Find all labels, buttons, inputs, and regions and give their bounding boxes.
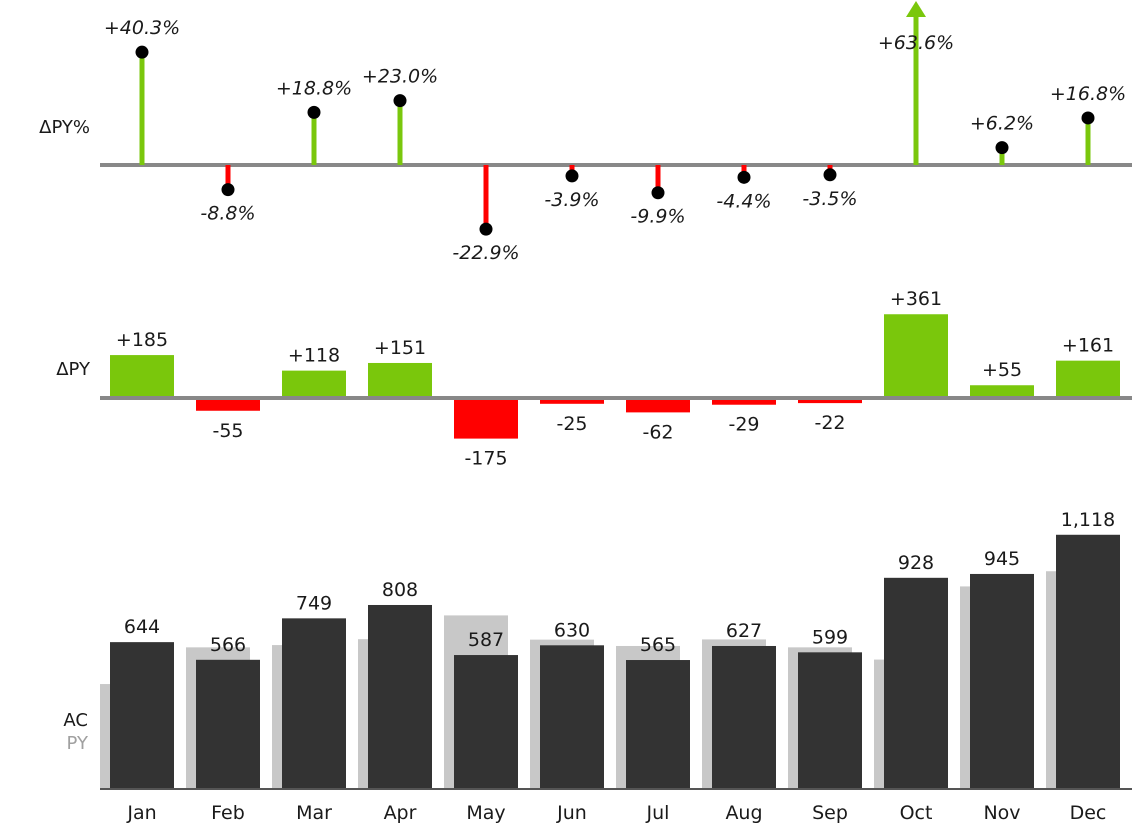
month-label-dec: Dec xyxy=(1070,802,1107,824)
delta-label-dec: +161 xyxy=(1062,335,1114,357)
delta-label-may: -175 xyxy=(464,448,507,470)
ac-bar-apr xyxy=(368,604,432,788)
delta-bar-aug xyxy=(712,398,776,405)
delta-bar-jul xyxy=(626,398,690,413)
pct-label-dec: +16.8% xyxy=(1050,83,1126,105)
ac-series-label: AC xyxy=(63,710,88,731)
pct-marker-mar xyxy=(307,105,321,119)
month-label-oct: Oct xyxy=(900,802,933,824)
delta-bar-feb xyxy=(196,398,260,411)
month-label-jan: Jan xyxy=(126,802,156,824)
ac-bar-jul xyxy=(626,660,690,788)
delta-label-feb: -55 xyxy=(212,420,243,442)
delta-label-oct: +361 xyxy=(890,288,942,310)
pct-label-jun: -3.9% xyxy=(544,189,599,211)
delta-py-row: +185 -55 +118 +151 -175 -25 -62 -29 -22 +361 +55 +1… xyxy=(100,288,1132,470)
delta-py-percent-label: ΔPY% xyxy=(39,117,90,138)
ac-label-apr: 808 xyxy=(382,579,418,601)
pct-label-jul: -9.9% xyxy=(630,206,685,228)
ac-bar-may xyxy=(454,655,518,788)
ac-label-feb: 566 xyxy=(210,634,246,656)
ac-py-row: 644 566 749 808 587 630 565 627 599 928 945 1,118 xyxy=(100,509,1132,790)
month-label-apr: Apr xyxy=(384,802,417,824)
delta-label-jan: +185 xyxy=(116,329,168,351)
month-label-nov: Nov xyxy=(983,802,1020,824)
ac-bar-oct xyxy=(884,577,948,788)
pct-label-mar: +18.8% xyxy=(276,77,352,99)
pct-label-sep: -3.5% xyxy=(802,188,857,210)
ac-bar-feb xyxy=(196,659,260,788)
delta-label-sep: -22 xyxy=(814,412,845,434)
delta-bar-may xyxy=(454,398,518,439)
delta-py-percent-row: +40.3% -8.8% +18.8% +23.0% -22.9% -3.9% -9.9% -… xyxy=(100,1,1132,264)
ac-label-jan: 644 xyxy=(124,616,160,638)
py-series-label: PY xyxy=(67,733,89,754)
ac-label-may: 587 xyxy=(468,629,504,651)
month-label-aug: Aug xyxy=(725,802,762,824)
ac-bar-sep xyxy=(798,652,862,788)
month-axis: Jan Feb Mar Apr May Jun Jul Aug Sep Oct Nov Dec xyxy=(126,802,1106,824)
month-label-feb: Feb xyxy=(211,802,245,824)
month-label-jun: Jun xyxy=(556,802,587,824)
delta-label-mar: +118 xyxy=(288,345,340,367)
delta-label-jun: -25 xyxy=(556,413,587,435)
pct-label-jan: +40.3% xyxy=(104,17,180,39)
delta-label-aug: -29 xyxy=(728,414,759,436)
pct-marker-aug xyxy=(737,170,751,184)
ac-bar-mar xyxy=(282,618,346,788)
month-label-jul: Jul xyxy=(646,802,670,824)
ac-label-aug: 627 xyxy=(726,620,762,642)
pct-overflow-arrow xyxy=(906,1,926,17)
pct-marker-jul xyxy=(651,186,665,200)
delta-bar-jun xyxy=(540,398,604,404)
delta-bar-mar xyxy=(282,370,346,398)
delta-bar-jan xyxy=(110,355,174,398)
delta-label-jul: -62 xyxy=(642,421,673,443)
month-label-sep: Sep xyxy=(812,802,848,824)
ac-bar-nov xyxy=(970,573,1034,788)
pct-marker-apr xyxy=(393,94,407,108)
pct-marker-may xyxy=(479,222,493,236)
ac-label-dec: 1,118 xyxy=(1061,509,1115,531)
ac-label-mar: 749 xyxy=(296,592,332,614)
delta-bar-dec xyxy=(1056,360,1120,398)
ac-label-jul: 565 xyxy=(640,634,676,656)
pct-marker-nov xyxy=(995,141,1009,155)
delta-py-label: ΔPY xyxy=(56,359,91,380)
ac-label-jun: 630 xyxy=(554,619,590,641)
pct-label-may: -22.9% xyxy=(452,242,519,264)
pct-label-feb: -8.8% xyxy=(200,203,255,225)
pct-marker-sep xyxy=(823,168,837,182)
pct-label-oct: +63.6% xyxy=(878,32,954,54)
delta-bar-nov xyxy=(970,385,1034,398)
delta-bar-oct xyxy=(884,314,948,398)
pct-label-nov: +6.2% xyxy=(970,113,1034,135)
month-label-may: May xyxy=(466,802,505,824)
delta-label-apr: +151 xyxy=(374,337,426,359)
pct-marker-feb xyxy=(221,183,235,197)
month-label-mar: Mar xyxy=(296,802,332,824)
pct-marker-jun xyxy=(565,169,579,183)
ac-bar-aug xyxy=(712,645,776,788)
ac-label-sep: 599 xyxy=(812,626,848,648)
ac-label-oct: 928 xyxy=(898,552,934,574)
pct-marker-jan xyxy=(135,45,149,59)
pct-label-apr: +23.0% xyxy=(362,66,438,88)
delta-bar-apr xyxy=(368,362,432,398)
delta-bar-sep xyxy=(798,398,862,404)
pct-label-aug: -4.4% xyxy=(716,190,771,212)
ac-bar-jan xyxy=(110,642,174,788)
ac-label-nov: 945 xyxy=(984,548,1020,570)
ac-bar-jun xyxy=(540,645,604,788)
delta-label-nov: +55 xyxy=(982,359,1022,381)
pct-marker-dec xyxy=(1081,111,1095,125)
ac-bar-dec xyxy=(1056,534,1120,788)
